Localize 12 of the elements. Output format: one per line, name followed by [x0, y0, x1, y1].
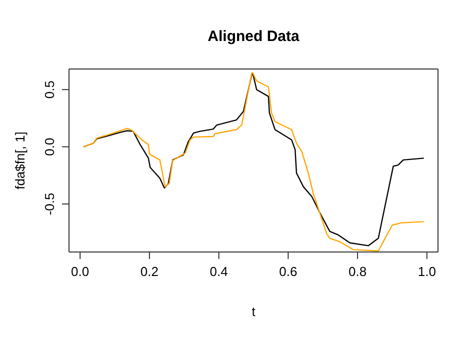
y-tick-label: -0.5 [42, 192, 57, 216]
y-axis-title: fda$fn[, 1] [12, 132, 28, 190]
y-tick-label: 0.5 [42, 80, 57, 99]
x-tick-label: 0.2 [140, 264, 158, 280]
y-tick-label: 0.0 [42, 138, 57, 156]
chart-title: Aligned Data [206, 28, 300, 45]
x-axis-title: t [250, 304, 256, 319]
x-tick-label: 1.0 [418, 264, 436, 280]
x-tick-label: 0.0 [71, 264, 90, 280]
x-tick-label: 0.8 [348, 264, 367, 280]
x-tick-label: 0.6 [279, 264, 298, 280]
x-tick-label: 0.4 [210, 264, 228, 280]
